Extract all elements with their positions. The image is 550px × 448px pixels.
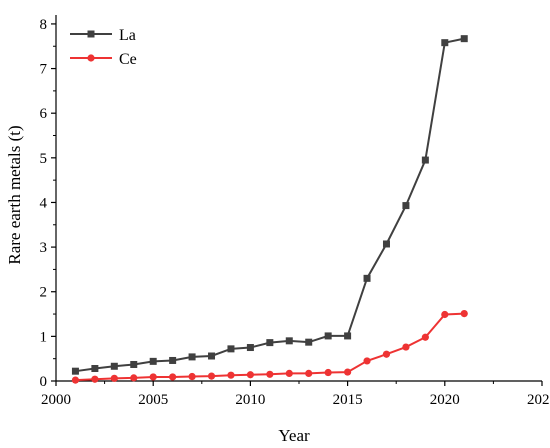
data-point-ce	[169, 373, 177, 381]
y-axis-title: Rare earth metals (t)	[5, 125, 24, 264]
legend-item-la: La	[70, 27, 136, 44]
y-tick-label: 1	[40, 329, 48, 345]
legend-marker-la	[87, 30, 95, 38]
series-layer	[71, 35, 468, 384]
data-point-ce	[91, 375, 99, 383]
data-point-ce	[382, 350, 391, 358]
data-point-ce	[207, 372, 216, 380]
data-point-la	[188, 353, 196, 361]
data-point-la	[266, 339, 274, 347]
data-point-ce	[305, 369, 313, 378]
data-point-la	[110, 362, 118, 370]
data-point-la	[402, 202, 410, 210]
data-point-ce	[285, 369, 293, 378]
x-tick-label: 2010	[235, 392, 265, 408]
data-point-la	[169, 356, 177, 364]
data-point-la	[91, 365, 99, 373]
data-point-la	[382, 240, 390, 248]
data-point-la	[344, 332, 352, 340]
y-tick-label: 7	[40, 62, 48, 78]
y-tick-label: 2	[40, 285, 48, 301]
data-point-ce	[130, 374, 138, 382]
x-tick-label: 2005	[138, 392, 168, 408]
data-point-ce	[402, 343, 410, 351]
data-point-ce	[460, 310, 468, 318]
data-point-ce	[227, 371, 235, 379]
data-point-la	[324, 332, 332, 340]
data-point-ce	[324, 368, 332, 377]
data-point-ce	[149, 373, 157, 381]
x-tick-label: 2020	[430, 392, 460, 408]
data-point-ce	[441, 310, 449, 319]
data-point-la	[130, 360, 138, 368]
data-point-la	[421, 156, 429, 164]
x-axis-title: Year	[278, 426, 310, 445]
data-point-ce	[363, 357, 371, 365]
y-tick-label: 0	[40, 374, 48, 390]
series-la	[71, 35, 468, 375]
legend-label-ce: Ce	[119, 51, 137, 68]
data-point-la	[285, 337, 293, 345]
axes	[55, 15, 542, 382]
y-tick-label: 5	[40, 151, 48, 167]
data-point-ce	[266, 370, 274, 378]
data-point-la	[305, 338, 313, 346]
data-point-la	[71, 367, 79, 375]
series-ce	[71, 310, 468, 384]
data-point-ce	[188, 372, 196, 381]
data-point-ce	[110, 374, 118, 382]
y-tick-label: 4	[40, 195, 48, 211]
y-tick-label: 6	[40, 106, 48, 122]
ticks: 2000 2005 2010 2015 2020 2025 0 1 2 3 4 5 6 7 8	[40, 17, 550, 408]
data-point-la	[441, 39, 449, 47]
legend: La Ce	[70, 27, 137, 68]
data-point-ce	[71, 376, 80, 384]
data-point-ce	[344, 368, 352, 376]
data-point-ce	[421, 333, 429, 341]
legend-label-la: La	[119, 27, 136, 44]
x-tick-label: 2015	[333, 392, 363, 408]
data-point-la	[246, 344, 254, 352]
y-tick-label: 3	[40, 240, 48, 256]
data-point-la	[149, 357, 157, 365]
data-point-la	[363, 274, 371, 282]
data-point-la	[208, 352, 216, 360]
y-tick-label: 8	[40, 17, 48, 33]
x-tick-label: 2025	[527, 392, 550, 408]
legend-item-ce: Ce	[70, 51, 137, 68]
x-tick-label: 2000	[41, 392, 71, 408]
data-point-ce	[246, 371, 254, 379]
data-point-la	[227, 345, 235, 353]
data-point-la	[460, 35, 468, 43]
legend-marker-ce	[87, 54, 95, 62]
